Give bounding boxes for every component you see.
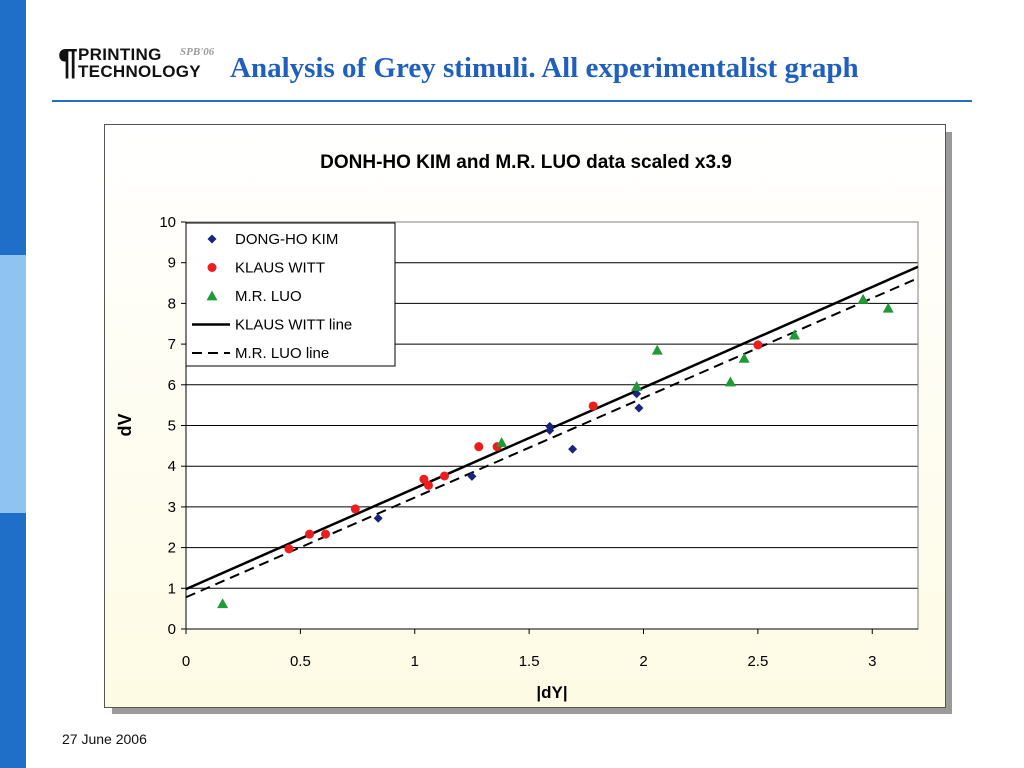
- klaus-witt-point: [321, 529, 331, 539]
- klaus-witt-point: [753, 340, 763, 350]
- legend-label: M.R. LUO line: [235, 345, 329, 362]
- y-tick-label: 6: [168, 377, 176, 394]
- left-accent-bar: [0, 0, 26, 768]
- y-tick-label: 9: [168, 255, 176, 272]
- footer-date: 27 June 2006: [62, 731, 147, 747]
- y-tick-label: 7: [168, 336, 176, 353]
- x-tick-label: 2.5: [747, 653, 768, 670]
- dong-ho-kim-point: [467, 471, 477, 481]
- left-accent-bar-highlight: [0, 255, 26, 513]
- klaus-witt-point: [423, 480, 433, 490]
- dong-ho-kim-point: [632, 389, 642, 399]
- title-divider: [52, 100, 972, 102]
- dong-ho-kim-point: [373, 513, 383, 523]
- legend-triangle-icon: [206, 290, 218, 301]
- x-tick-label: 1.5: [519, 653, 540, 670]
- y-tick-label: 3: [168, 499, 176, 516]
- mr-luo-point: [788, 329, 800, 340]
- mr-luo-trend-line: [186, 277, 918, 599]
- y-tick-label: 4: [168, 458, 176, 475]
- printing-technology-logo: ¶ PRINTING TECHNOLOGY SPB'06: [58, 44, 224, 84]
- legend-diamond-icon: [207, 234, 217, 244]
- mr-luo-point: [217, 598, 229, 609]
- logo-line1: PRINTING: [78, 45, 162, 64]
- x-tick-label: 2: [639, 653, 647, 670]
- logo-line2: TECHNOLOGY: [78, 62, 201, 81]
- legend-label: KLAUS WITT: [235, 260, 325, 277]
- y-tick-label: 2: [168, 540, 176, 557]
- klaus-witt-point: [350, 504, 360, 514]
- mr-luo-point: [882, 302, 894, 313]
- x-tick-label: 0: [182, 653, 190, 670]
- mr-luo-point: [724, 376, 736, 387]
- mr-luo-point: [857, 293, 869, 304]
- klaus-witt-point: [588, 401, 598, 411]
- legend-box: [185, 222, 396, 367]
- pilcrow-icon: ¶: [58, 41, 79, 82]
- mr-luo-point: [738, 352, 750, 363]
- x-axis-label: |dY|: [536, 683, 567, 702]
- y-axis-label: dV: [115, 413, 135, 436]
- x-tick-label: 0.5: [290, 653, 311, 670]
- logo-tag: SPB'06: [180, 46, 215, 58]
- y-tick-label: 8: [168, 295, 176, 312]
- y-tick-label: 0: [168, 621, 176, 638]
- mr-luo-point: [631, 380, 643, 391]
- klaus-witt-point: [474, 442, 484, 452]
- y-tick-label: 10: [159, 214, 176, 231]
- legend-label: M.R. LUO: [235, 288, 302, 305]
- chart-title: DONH-HO KIM and M.R. LUO data scaled x3.…: [320, 152, 732, 173]
- klaus-witt-point: [284, 544, 294, 554]
- dong-ho-kim-point: [545, 425, 555, 435]
- x-tick-label: 1: [411, 653, 419, 670]
- legend-circle-icon: [207, 263, 217, 272]
- slide-title: Analysis of Grey stimuli. All experiment…: [230, 52, 859, 84]
- y-tick-label: 5: [168, 418, 176, 435]
- klaus-witt-point: [305, 529, 315, 539]
- dong-ho-kim-point: [634, 403, 644, 413]
- mr-luo-point: [496, 437, 508, 447]
- y-tick-label: 1: [168, 580, 176, 597]
- mr-luo-point: [651, 344, 663, 355]
- x-tick-label: 3: [868, 653, 876, 670]
- legend-label: KLAUS WITT line: [235, 317, 352, 334]
- klaus-witt-point: [439, 471, 449, 481]
- legend-label: DONG-HO KIM: [235, 231, 338, 248]
- dong-ho-kim-point: [568, 444, 578, 454]
- klaus-witt-point: [419, 474, 429, 484]
